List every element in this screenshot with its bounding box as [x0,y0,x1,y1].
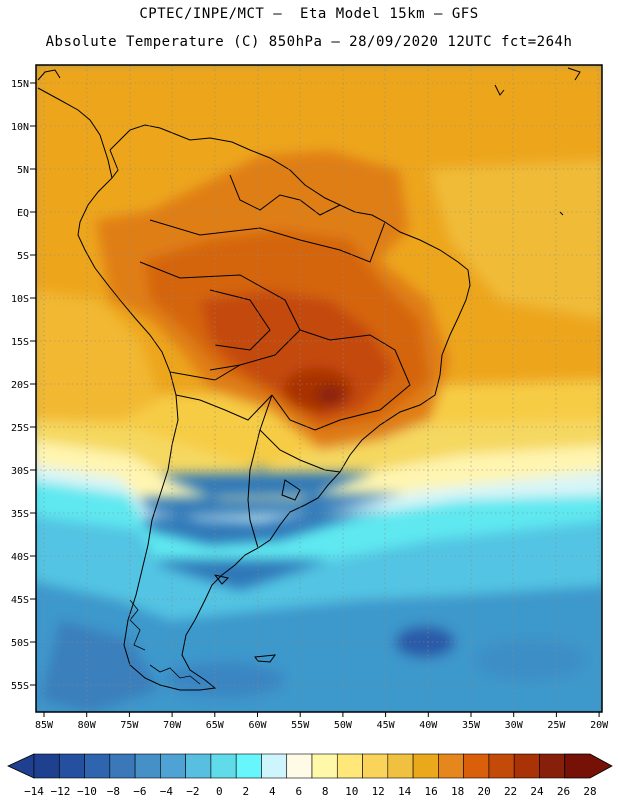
colorbar-arrow-right [564,753,613,779]
colorbar-label: −2 [186,785,199,798]
lat-label: 40S [11,552,29,563]
title-line-2: Absolute Temperature (C) 850hPa – 28/09/… [45,34,573,50]
colorbar-label: 12 [372,785,385,798]
lon-label: 45W [377,720,396,731]
colorbar-swatch [33,753,60,779]
lat-label: EQ [17,208,29,219]
colorbar-label: 16 [425,785,438,798]
colorbar-swatch [488,753,515,779]
colorbar-label: 2 [242,785,249,798]
lat-label: 35S [11,509,29,520]
colorbar-label: 14 [398,785,412,798]
colorbar-swatch [438,753,464,779]
colorbar-swatch [210,753,237,779]
colorbar-swatch [185,753,212,779]
map-frame [35,64,603,713]
colorbar-label: −4 [160,785,174,798]
lon-label: 75W [120,720,139,731]
colorbar-label: 8 [322,785,329,798]
colorbar-swatch [539,753,566,779]
lon-label: 80W [78,720,97,731]
colorbar-swatch [336,753,363,779]
colorbar-label: −14 [24,785,44,798]
colorbar-label: 10 [345,785,358,798]
title-line-1: CPTEC/INPE/MCT – Eta Model 15km – GFS [139,6,479,22]
lon-label: 55W [291,720,310,731]
colorbar-arrow-left [7,753,35,779]
lat-label: 15N [11,79,29,90]
lat-label: 5N [17,165,29,176]
colorbar-label: −8 [107,785,120,798]
colorbar-label: −6 [133,785,146,798]
colorbar-swatch [58,753,85,779]
lon-label: 60W [248,720,267,731]
lat-label: 45S [11,595,29,606]
lon-label: 25W [547,720,566,731]
lon-label: 20W [590,720,609,731]
colorbar-label: 22 [504,785,517,798]
lat-label: 20S [11,380,29,391]
coastlines [37,67,581,691]
colorbar-swatch [261,753,288,779]
colorbar-label: 6 [295,785,302,798]
lat-label: 10N [11,122,29,133]
colorbar-swatch [235,753,262,779]
lat-label: 30S [11,466,29,477]
lat-label: 5S [17,251,29,262]
colorbar-label: −12 [51,785,71,798]
lon-label: 65W [206,720,225,731]
colorbar-swatch [513,753,540,779]
colorbar-label: 28 [583,785,596,798]
colorbar-swatch [84,753,111,779]
colorbar-label: 4 [269,785,276,798]
temperature-field [36,65,602,712]
lon-label: 85W [35,720,54,731]
lat-label: 10S [11,294,29,305]
lat-label: 50S [11,638,29,649]
lat-label: 25S [11,423,29,434]
colorbar-label: 26 [557,785,570,798]
colorbar-swatch [109,753,136,779]
lat-label: 55S [11,681,29,692]
colorbar-label: 18 [451,785,464,798]
colorbar-label: 24 [530,785,544,798]
colorbar-swatch [412,753,439,779]
colorbar-swatch [160,753,186,779]
colorbar-label: −10 [77,785,97,798]
lon-label: 30W [505,720,524,731]
longitude-axis: 85W 80W 75W 70W 65W 60W 55W 50W 45W 40W 35W 30W 25W 2… [35,712,609,731]
lon-label: 35W [462,720,481,731]
colorbar-swatch [387,753,414,779]
colorbar-swatch [311,753,338,779]
colorbar-swatch [286,753,313,779]
colorbar-swatch [362,753,389,779]
lon-label: 70W [163,720,182,731]
colorbar-swatch [134,753,161,779]
colorbar: −14 −12 −10 −8 −6 −4 −2 0 2 4 6 8 10 12 14 16 18 20 22 24 26… [7,753,613,798]
lon-label: 40W [419,720,438,731]
colorbar-label: 0 [216,785,223,798]
latitude-axis: 15N 10N 5N EQ 5S 10S 15S 20S 25S 30S 35S 40S 45S 50S 5… [11,79,36,692]
colorbar-label: 20 [477,785,490,798]
lat-label: 15S [11,337,29,348]
lon-label: 50W [334,720,353,731]
colorbar-swatch [463,753,490,779]
